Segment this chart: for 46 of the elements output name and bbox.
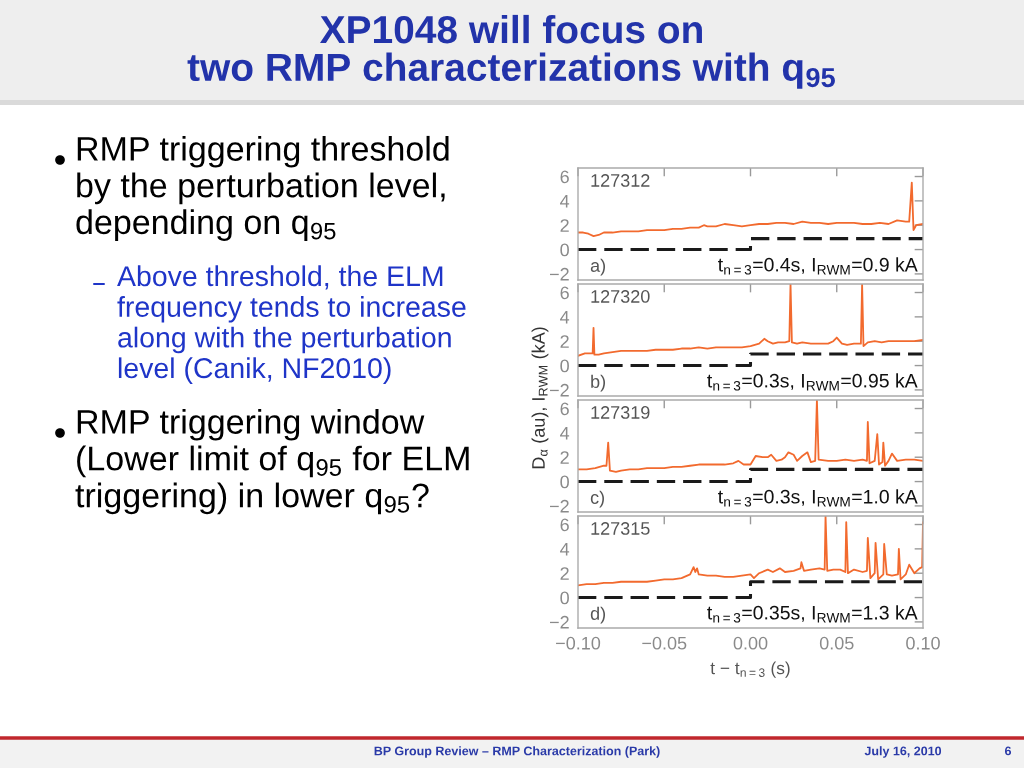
- text: Above threshold, the ELM frequency tends to increase along with the perturbation level (Canik, NF2010): [117, 265, 466, 384]
- y-tick-label: 6: [560, 170, 569, 184]
- y-tick-label: 2: [560, 219, 569, 232]
- x-tick-label: 0.10: [906, 636, 940, 650]
- annotation: t$_{n=3}$=0.35s, I$_{RWM}$=1.3 kA: [707, 605, 918, 623]
- y-tick-label: −2: [549, 267, 569, 281]
- annotation: t$_{n=3}$=0.3s, I$_{RWM}$=0.95 kA: [707, 373, 918, 391]
- y-tick-label: 4: [560, 426, 570, 440]
- y-tick-label: 4: [560, 542, 570, 556]
- y-tick-label: 6: [560, 286, 569, 300]
- annotation: b): [591, 374, 606, 392]
- text: XP1048 will focus on two RMP characterizations with q$_{95}$: [187, 14, 835, 89]
- y-tick-label: 4: [560, 310, 570, 324]
- annotation: t$_{n=3}$=0.4s, I$_{RWM}$=0.9 kA: [718, 257, 918, 275]
- annotation: 127319: [591, 406, 650, 419]
- y-tick-label: −2: [549, 499, 569, 513]
- text: 6: [1004, 746, 1012, 756]
- y-tick-label: 4: [560, 194, 570, 208]
- y-tick-label: 6: [560, 518, 569, 532]
- annotation: a): [590, 258, 606, 276]
- annotation: t$_{n=3}$=0.3s, I$_{RWM}$=1.0 kA: [718, 489, 918, 507]
- y-tick-label: 0: [560, 243, 569, 257]
- y-tick-label: −2: [549, 383, 569, 397]
- y-tick-label: 0: [560, 475, 569, 489]
- y-tick-label: −2: [549, 615, 569, 629]
- x-tick-label: −0.10: [556, 636, 601, 650]
- text: July 16, 2010: [864, 746, 942, 758]
- x-axis-title: t − t$_{n=3}$ (s): [710, 661, 790, 678]
- y-tick-label: 2: [560, 567, 569, 580]
- annotation: 127320: [591, 290, 650, 303]
- x-tick-label: 0.05: [819, 636, 854, 650]
- y-tick-label: 2: [560, 451, 569, 464]
- annotation: d): [590, 606, 606, 624]
- y-tick-label: 6: [560, 402, 569, 416]
- y-tick-label: 2: [560, 335, 569, 348]
- annotation: 127315: [591, 522, 650, 535]
- x-tick-label: 0.00: [733, 636, 768, 650]
- annotation: c): [590, 490, 604, 508]
- text: RMP triggering window (Lower limit of q$_{95}$ for ELM triggering) in lower q$_{95}$?: [75, 408, 469, 515]
- x-tick-label: −0.05: [642, 636, 687, 650]
- y-tick-label: 0: [560, 591, 569, 605]
- y-tick-label: 0: [560, 359, 569, 373]
- annotation: 127312: [591, 174, 650, 187]
- text: RMP triggering threshold by the perturbation level, depending on q$_{95}$: [76, 135, 449, 241]
- y-axis-title: D$_{α}$ (au), I$_{RWM}$ (kA): [531, 327, 549, 469]
- text: BP Group Review – RMP Characterization (Park): [374, 746, 660, 758]
